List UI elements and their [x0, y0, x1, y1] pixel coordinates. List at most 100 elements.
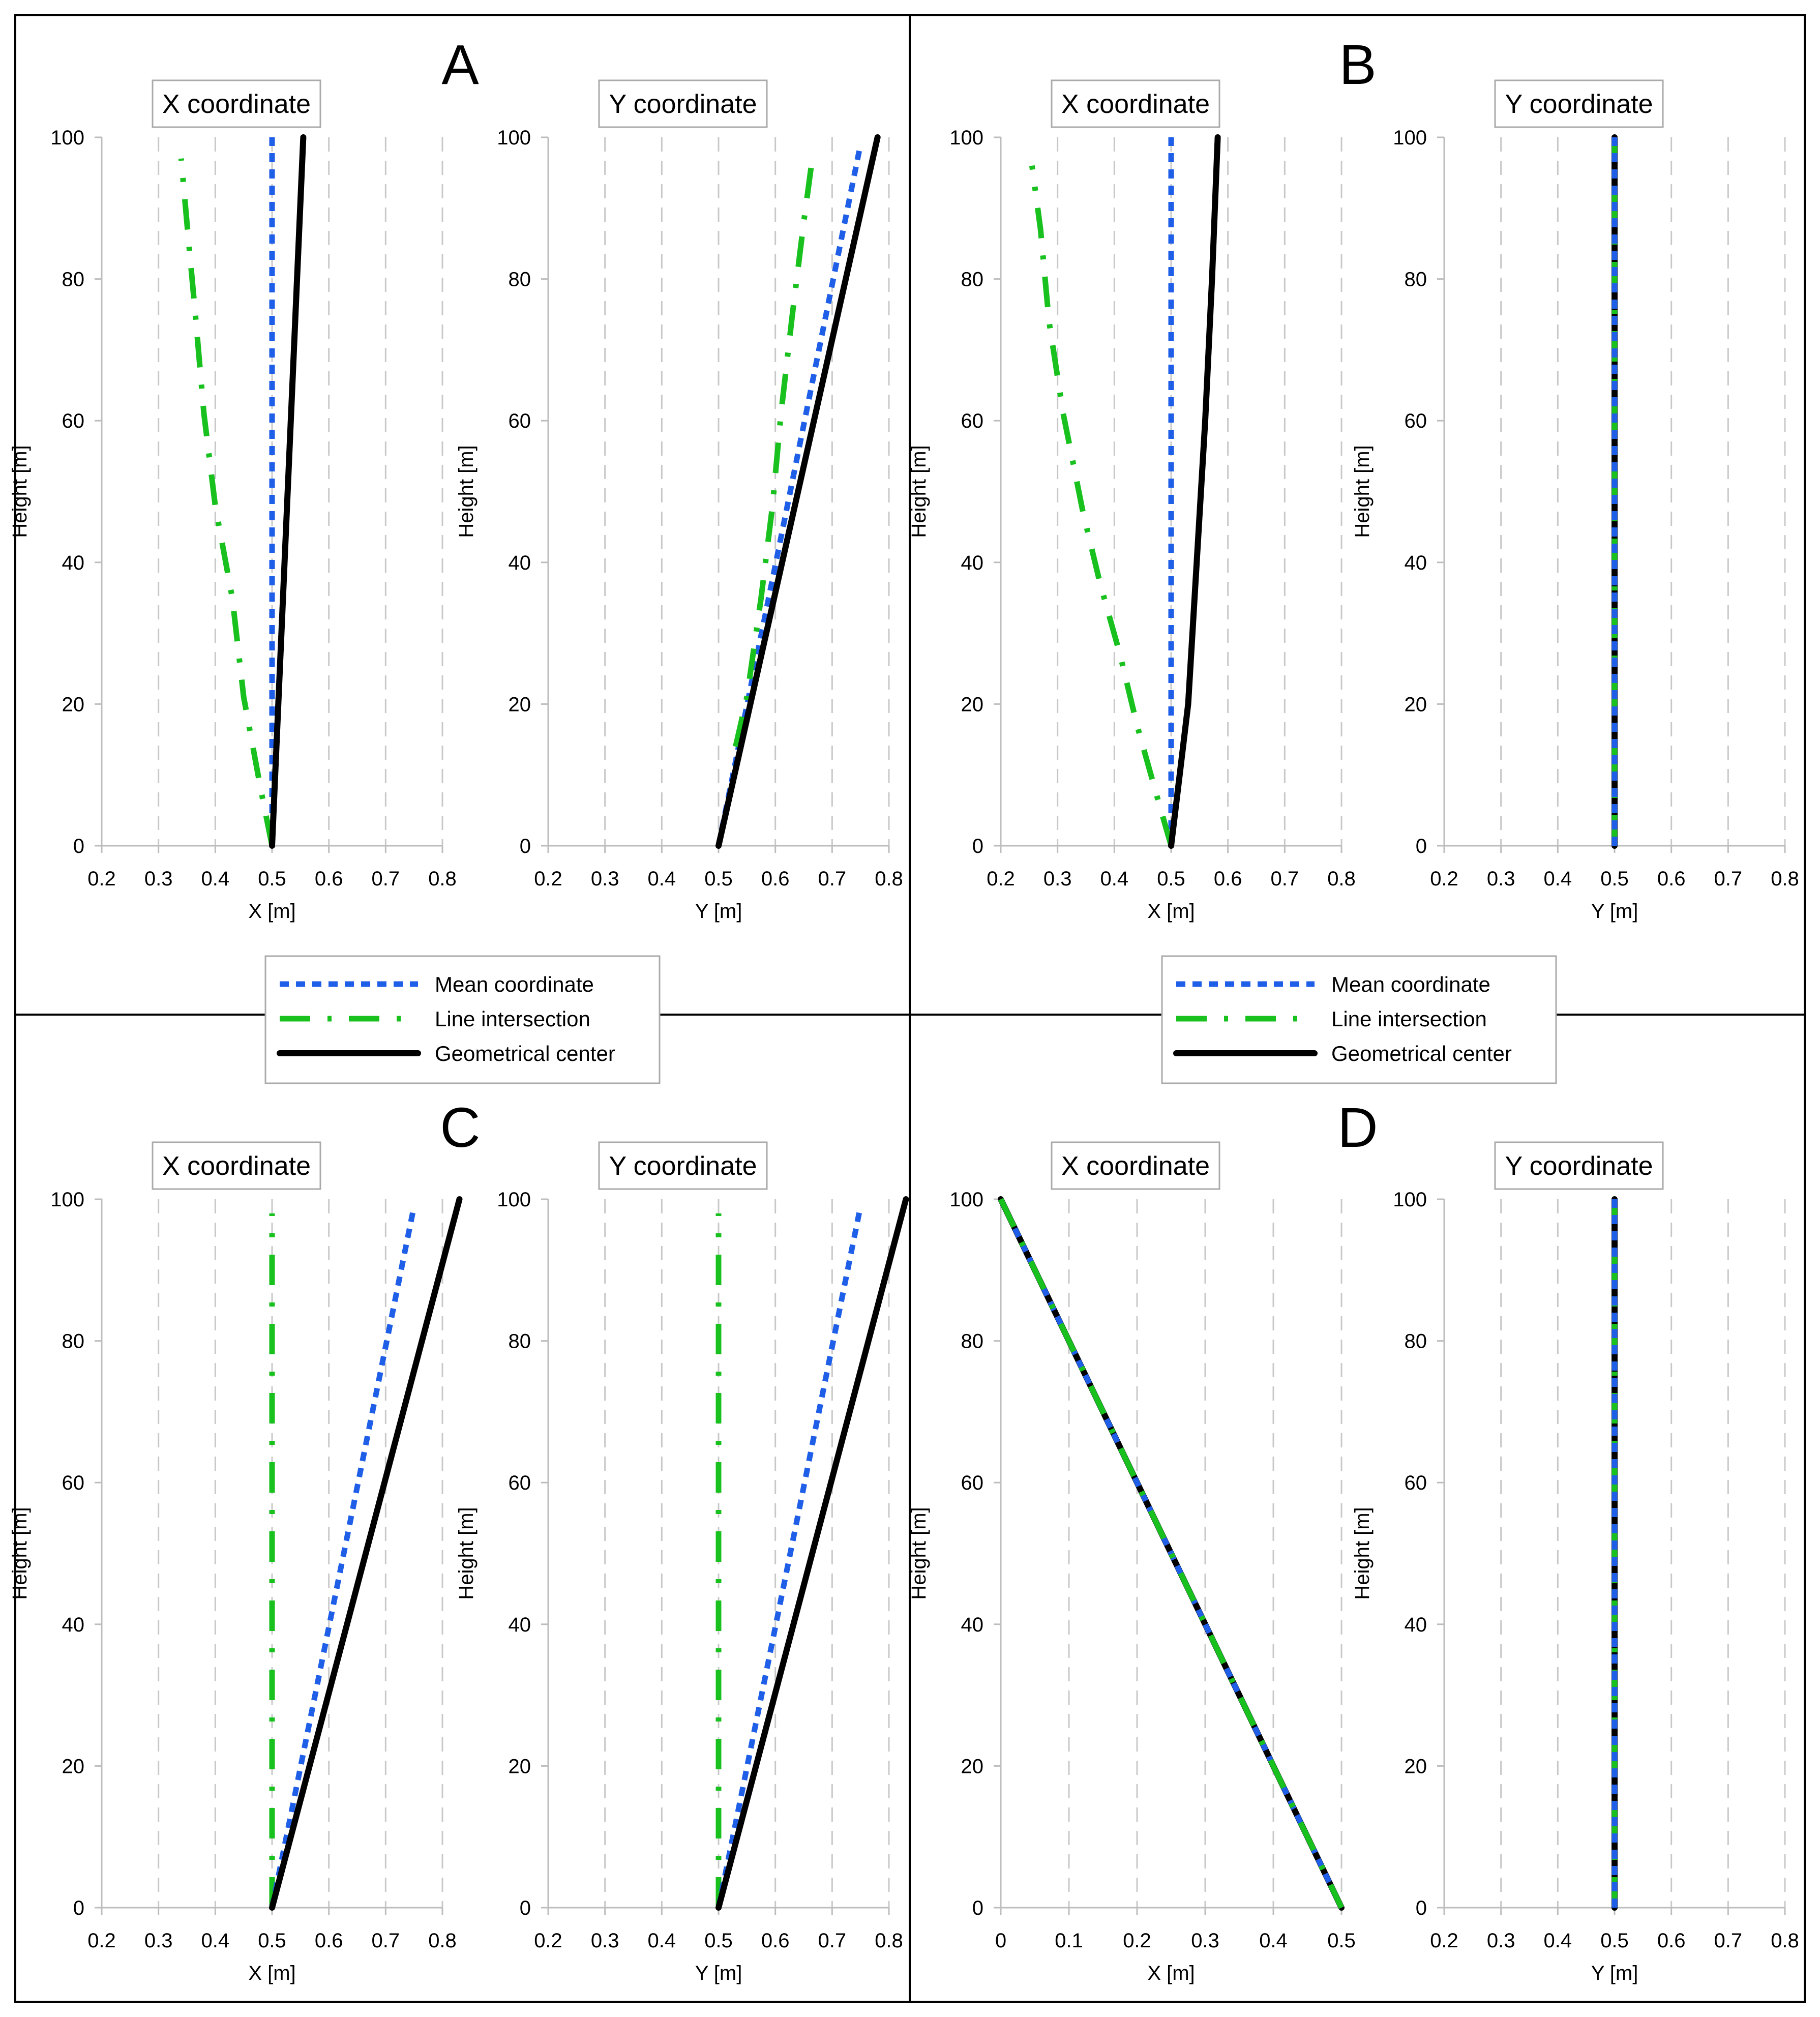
- x-tick-label: 0.5: [1600, 1930, 1629, 1952]
- x-tick-label: 0.6: [761, 868, 790, 890]
- panel-letter-c: C: [440, 1096, 480, 1159]
- legend-label-mean-coordinate: Mean coordinate: [435, 972, 594, 996]
- plot-title: Y coordinate: [609, 1151, 757, 1181]
- x-tick-label: 0.2: [87, 1930, 116, 1952]
- series-geometrical-center: [269, 1196, 463, 1911]
- x-tick-label: 0.5: [1327, 1930, 1356, 1952]
- x-tick-label: 0.7: [372, 1930, 400, 1952]
- panel-b-x-plot: 0.2 0.3 0.4 0.5 0.6 0.7 0.8 0 20 40 60 80 100 X [m] He…: [908, 79, 1356, 923]
- x-tick-label: 0.2: [1123, 1930, 1151, 1952]
- y-tick-label: 60: [509, 410, 531, 432]
- x-tick-label: 0.2: [534, 868, 562, 890]
- plots-layer: 0.2 0.3 0.4 0.5 0.6 0.7 0.8 0 20 40 60 80 100 X [m] He…: [9, 79, 1799, 1984]
- x-tick-label: 0.3: [1191, 1930, 1219, 1952]
- y-tick-label: 0: [972, 835, 983, 857]
- plot-title-box: [1494, 1141, 1664, 1190]
- x-tick-label: 0.7: [1714, 1930, 1743, 1952]
- plot-title: Y coordinate: [1505, 1151, 1653, 1181]
- y-axis-label: Height [m]: [908, 445, 930, 538]
- x-tick-label: 0: [995, 1930, 1006, 1952]
- y-tick-label: 100: [50, 1189, 84, 1211]
- x-axis-label: Y [m]: [695, 900, 742, 923]
- x-tick-label: 0.5: [704, 868, 733, 890]
- plot-title: Y coordinate: [609, 90, 757, 119]
- series-line-intersection: [178, 158, 275, 847]
- y-tick-label: 20: [62, 693, 85, 716]
- y-tick-label: 20: [961, 1755, 984, 1777]
- x-tick-label: 0.7: [1714, 868, 1743, 890]
- x-tick-label: 0.8: [1771, 1930, 1799, 1952]
- x-tick-label: 0.6: [761, 1930, 790, 1952]
- x-tick-label: 0.3: [144, 1930, 173, 1952]
- panel-letter-b: B: [1339, 34, 1376, 96]
- x-tick-label: 0.8: [875, 1930, 903, 1952]
- plot-title: X coordinate: [162, 90, 311, 119]
- series-mean-coordinate: [269, 1205, 417, 1909]
- y-tick-label: 60: [509, 1472, 531, 1494]
- legends-layer: Mean coordinate Line intersection Geometri…: [264, 955, 1557, 1084]
- panel-a-y-plot: 0.2 0.3 0.4 0.5 0.6 0.7 0.8 0 20 40 60 80 100 Y [m] He…: [455, 79, 903, 923]
- x-tick-label: 0.6: [315, 868, 343, 890]
- y-tick-label: 20: [1405, 1755, 1427, 1777]
- plot-title-box: [1051, 79, 1220, 128]
- x-tick-label: 0.4: [648, 1930, 676, 1952]
- y-tick-label: 80: [1405, 1330, 1427, 1353]
- plot-title: Y coordinate: [1505, 90, 1653, 119]
- plot-title-box: [152, 79, 321, 128]
- x-tick-label: 0.8: [428, 1930, 457, 1952]
- y-axis-label: Height [m]: [908, 1507, 930, 1599]
- plot-title-box: [598, 1141, 768, 1190]
- y-tick-label: 0: [1416, 835, 1427, 857]
- y-tick-label: 60: [62, 1472, 85, 1494]
- y-tick-label: 60: [961, 410, 984, 432]
- y-tick-label: 40: [62, 552, 85, 574]
- x-tick-label: 0.4: [1259, 1930, 1288, 1952]
- y-tick-label: 40: [961, 552, 984, 574]
- plot-title-box: [152, 1141, 321, 1190]
- y-tick-label: 100: [1393, 1189, 1427, 1211]
- legend-1: Mean coordinate Line intersection Geometri…: [264, 955, 661, 1084]
- x-tick-label: 0.3: [1043, 868, 1072, 890]
- x-tick-label: 0.2: [987, 868, 1015, 890]
- series-line-intersection: [1029, 165, 1174, 847]
- y-axis-label: Height [m]: [9, 445, 31, 538]
- y-tick-label: 60: [961, 1472, 984, 1494]
- y-tick-label: 60: [1405, 410, 1427, 432]
- y-axis-label: Height [m]: [455, 1507, 478, 1599]
- x-tick-label: 0.3: [591, 1930, 619, 1952]
- plot-title: X coordinate: [1061, 90, 1210, 119]
- plot-title-box: [1051, 1141, 1220, 1190]
- x-tick-label: 0.8: [1771, 868, 1799, 890]
- y-tick-label: 40: [509, 1614, 531, 1636]
- x-tick-label: 0.4: [1544, 1930, 1572, 1952]
- x-tick-label: 0.7: [1271, 868, 1299, 890]
- x-tick-label: 0.7: [818, 1930, 847, 1952]
- x-tick-label: 0.3: [1487, 1930, 1515, 1952]
- x-tick-label: 0.5: [258, 1930, 286, 1952]
- y-tick-label: 40: [509, 552, 531, 574]
- y-tick-label: 80: [62, 269, 85, 291]
- x-tick-label: 0.6: [1657, 1930, 1686, 1952]
- x-tick-label: 0.2: [87, 868, 116, 890]
- plot-title-box: [1494, 79, 1664, 128]
- y-tick-label: 40: [1405, 552, 1427, 574]
- x-axis-label: X [m]: [248, 1962, 295, 1984]
- x-tick-label: 0.6: [1657, 868, 1686, 890]
- y-tick-label: 0: [520, 835, 531, 857]
- y-tick-label: 80: [509, 269, 531, 291]
- y-tick-label: 80: [961, 1330, 984, 1353]
- x-tick-label: 0.5: [258, 868, 286, 890]
- y-tick-label: 100: [50, 127, 84, 149]
- x-tick-label: 0.3: [144, 868, 173, 890]
- panel-b-y-plot: 0.2 0.3 0.4 0.5 0.6 0.7 0.8 0 20 40 60 80 100 Y [m] He…: [1351, 79, 1799, 923]
- panel-c-x-plot: 0.2 0.3 0.4 0.5 0.6 0.7 0.8 0 20 40 60 80 100 X [m] He…: [9, 1141, 463, 1984]
- x-tick-label: 0.2: [1430, 868, 1458, 890]
- x-tick-label: 0.6: [1214, 868, 1242, 890]
- y-tick-label: 100: [949, 1189, 983, 1211]
- x-tick-label: 0.8: [1327, 868, 1356, 890]
- x-tick-label: 0.3: [1487, 868, 1515, 890]
- x-tick-label: 0.6: [315, 1930, 343, 1952]
- y-tick-label: 20: [961, 693, 984, 716]
- y-tick-label: 80: [509, 1330, 531, 1353]
